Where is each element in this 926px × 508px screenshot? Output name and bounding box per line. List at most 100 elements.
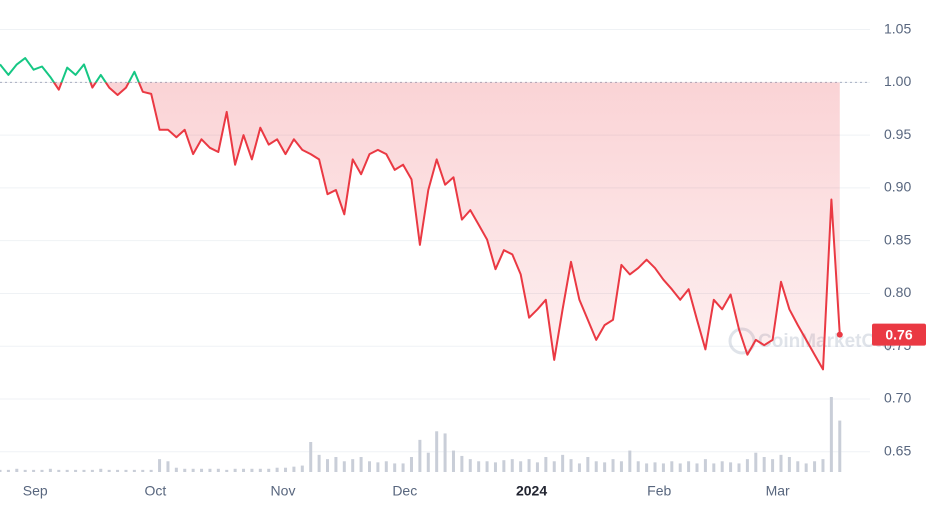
area-fill (53, 82, 840, 370)
volume-bar (15, 468, 19, 472)
volume-bar (451, 450, 455, 472)
volume-bar (729, 462, 733, 472)
volume-bar (577, 463, 581, 472)
volume-bar (200, 468, 204, 472)
volume-bar (813, 461, 817, 472)
volume-bar (225, 469, 229, 472)
volume-bar (787, 457, 791, 472)
volume-bar (586, 457, 590, 472)
volume-bar (779, 454, 783, 472)
y-tick-label: 0.95 (884, 126, 911, 142)
volume-bar (351, 459, 355, 472)
volume-bar (275, 467, 279, 472)
volume-bar (645, 463, 649, 472)
volume-bar (334, 457, 338, 472)
watermark-text: CoinMarketCap (758, 331, 897, 352)
x-tick-label: Feb (647, 483, 671, 499)
volume-bar (561, 454, 565, 472)
volume-bar (174, 467, 178, 472)
volume-bar (309, 442, 313, 472)
volume-bar (493, 462, 497, 472)
x-tick-label: Mar (766, 483, 790, 499)
volume-bar (132, 469, 136, 472)
volume-bar (703, 459, 707, 472)
x-tick-label: Sep (23, 483, 48, 499)
x-tick-label: Oct (144, 483, 166, 499)
volume-bar (502, 460, 506, 472)
volume-bar (418, 439, 422, 472)
volume-bar (99, 468, 103, 472)
volume-bar (460, 455, 464, 472)
volume-bar (250, 468, 254, 472)
volume-bar (208, 468, 212, 472)
volume-bar (367, 461, 371, 472)
volume-bar (468, 459, 472, 472)
volume-bar (544, 457, 548, 472)
volume-bar (258, 468, 262, 472)
volume-bar (678, 463, 682, 472)
volume-bar (183, 468, 187, 472)
volume-bar (745, 459, 749, 472)
volume-bar (611, 459, 615, 472)
volume-bar (435, 431, 439, 472)
y-tick-label: 0.80 (884, 284, 911, 300)
volume-bar (359, 457, 363, 472)
price-tag-label: 0.76 (885, 326, 912, 342)
volume-bar (687, 461, 691, 472)
volume-bar (376, 462, 380, 472)
volume-bars (0, 397, 842, 472)
y-tick-label: 0.85 (884, 231, 911, 247)
volume-bar (384, 461, 388, 472)
last-point (836, 331, 843, 338)
volume-bar (771, 459, 775, 472)
volume-bar (6, 469, 10, 472)
volume-bar (821, 459, 825, 472)
volume-bar (426, 452, 430, 472)
volume-bar (712, 463, 716, 472)
volume-bar (695, 463, 699, 472)
volume-bar (477, 461, 481, 472)
volume-bar (519, 461, 523, 472)
volume-bar (594, 461, 598, 472)
x-tick-label: 2024 (516, 483, 547, 499)
volume-bar (653, 462, 657, 472)
y-tick-label: 1.00 (884, 73, 911, 89)
volume-bar (342, 461, 346, 472)
volume-bar (233, 468, 237, 472)
volume-bar (267, 468, 271, 472)
volume-bar (535, 462, 539, 472)
volume-bar (40, 469, 44, 472)
volume-bar (552, 461, 556, 472)
volume-bar (838, 420, 842, 472)
axes: 0.650.700.750.800.850.900.951.001.05SepO… (23, 20, 926, 499)
volume-bar (409, 457, 413, 472)
volume-bar (804, 463, 808, 472)
volume-bar (149, 469, 153, 472)
volume-bar (510, 459, 514, 472)
volume-bar (636, 461, 640, 472)
volume-bar (23, 469, 27, 472)
volume-bar (317, 454, 321, 472)
volume-bar (485, 461, 489, 472)
volume-bar (158, 459, 162, 472)
volume-bar (720, 461, 724, 472)
plot (0, 57, 843, 371)
volume-bar (107, 469, 111, 472)
volume-bar (116, 469, 120, 472)
volume-bar (737, 463, 741, 472)
volume-bar (292, 466, 296, 472)
volume-bar (166, 461, 170, 472)
volume-bar (393, 463, 397, 472)
volume-bar (527, 459, 531, 472)
volume-bar (82, 469, 86, 472)
volume-bar (124, 469, 128, 472)
volume-bar (284, 467, 288, 472)
volume-bar (796, 461, 800, 472)
volume-bar (619, 461, 623, 472)
x-tick-label: Nov (271, 483, 296, 499)
volume-bar (216, 468, 220, 472)
volume-bar (65, 469, 69, 472)
volume-bar (32, 469, 36, 472)
volume-bar (829, 397, 833, 472)
